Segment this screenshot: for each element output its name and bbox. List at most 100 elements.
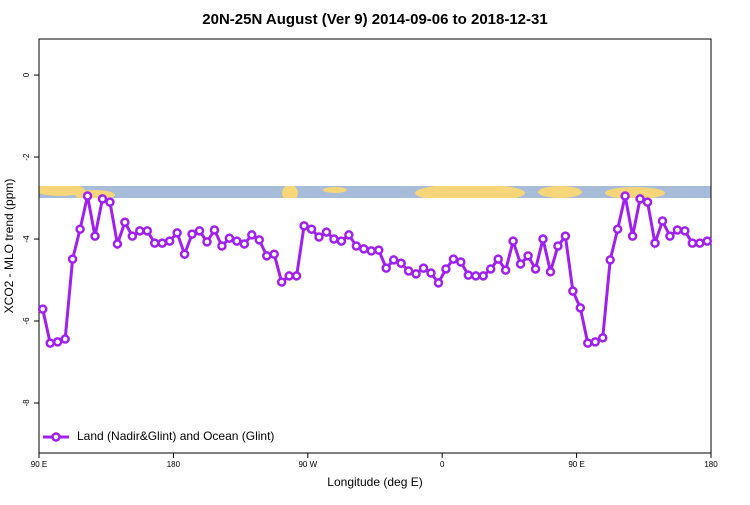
data-point [254,235,265,245]
data-point [82,191,93,201]
data-point [680,226,690,236]
data-point [269,249,279,259]
y-tick-label: -8 [22,399,31,407]
y-axis-label: XCO2 - MLO trend (ppm) [2,179,16,314]
data-point [493,254,503,264]
data-point [232,236,242,246]
data-point [276,277,287,287]
data-point [373,245,384,255]
data-point [620,191,630,201]
data-point [291,271,302,281]
data-point [418,263,429,273]
data-point [508,236,518,246]
x-tick-label: 180 [167,460,181,469]
data-point [164,236,175,246]
data-point [485,264,496,274]
data-point [597,333,608,343]
data-point [515,259,526,269]
chart-title: 20N-25N August (Ver 9) 2014-09-06 to 201… [202,11,547,28]
data-point [329,234,339,244]
data-point [642,197,653,207]
data-point [97,194,108,204]
data-point [52,337,63,347]
data-point [157,238,167,248]
x-tick-label: 180 [704,460,718,469]
data-point [575,303,586,313]
data-point [60,334,70,344]
data-point [306,224,317,234]
data-point [187,229,197,239]
data-point [433,278,444,288]
data-point [411,269,421,279]
y-tick-label: -2 [22,153,31,161]
data-point [299,221,309,231]
data-point [627,231,638,241]
data-point [463,270,474,280]
data-point [179,249,190,259]
data-point [149,238,160,248]
data-point [217,241,227,251]
data-point [448,254,459,264]
data-point [590,337,601,347]
data-point [612,224,623,234]
data-point [523,251,533,261]
y-tick-label: 0 [22,72,31,77]
x-tick-label: 90 E [31,460,47,469]
data-point [112,239,123,249]
data-point [351,241,362,251]
data-point [336,236,347,246]
data-point [321,227,332,237]
y-tick-label: -6 [22,317,31,325]
data-point [456,257,466,267]
data-point [314,232,324,242]
data-point [396,258,406,268]
data-point [702,236,713,246]
data-point [545,267,556,277]
data-point [261,251,272,261]
data-point [90,231,100,241]
data-point [441,264,451,274]
legend-label: Land (Nadir&Glint) and Ocean (Glint) [77,429,274,443]
y-tick-label: -4 [22,235,31,243]
data-point [105,197,115,207]
data-line [41,195,708,345]
data-point [538,234,548,244]
data-point [388,255,399,265]
data-point [471,271,481,281]
data-point [426,268,436,278]
data-point [202,237,212,247]
map-strip [39,186,711,198]
data-point [359,244,369,254]
data-point [381,263,391,273]
x-tick-label: 0 [440,460,445,469]
legend-marker [51,432,61,442]
data-point [605,255,615,265]
data-point [67,254,78,264]
data-point [650,238,660,248]
x-axis-label: Longitude (deg E) [327,475,422,489]
data-point [284,271,294,281]
data-point [657,216,668,226]
data-point [635,194,645,204]
x-tick-label: 90 W [298,460,317,469]
data-point [142,226,153,236]
data-point [478,271,489,281]
data-point [568,286,578,296]
data-point [553,241,563,251]
data-point [530,264,541,274]
data-point [172,228,182,238]
data-point [687,238,698,248]
data-point [224,233,235,243]
data-point [45,338,55,348]
data-point [695,238,705,248]
plot-frame [38,38,712,454]
data-point [583,338,593,348]
data-point [209,225,220,235]
data-point [75,224,85,234]
data-point [194,226,205,236]
data-point [120,217,130,227]
data-point [672,225,683,235]
data-point [560,231,571,241]
data-point [500,265,511,275]
